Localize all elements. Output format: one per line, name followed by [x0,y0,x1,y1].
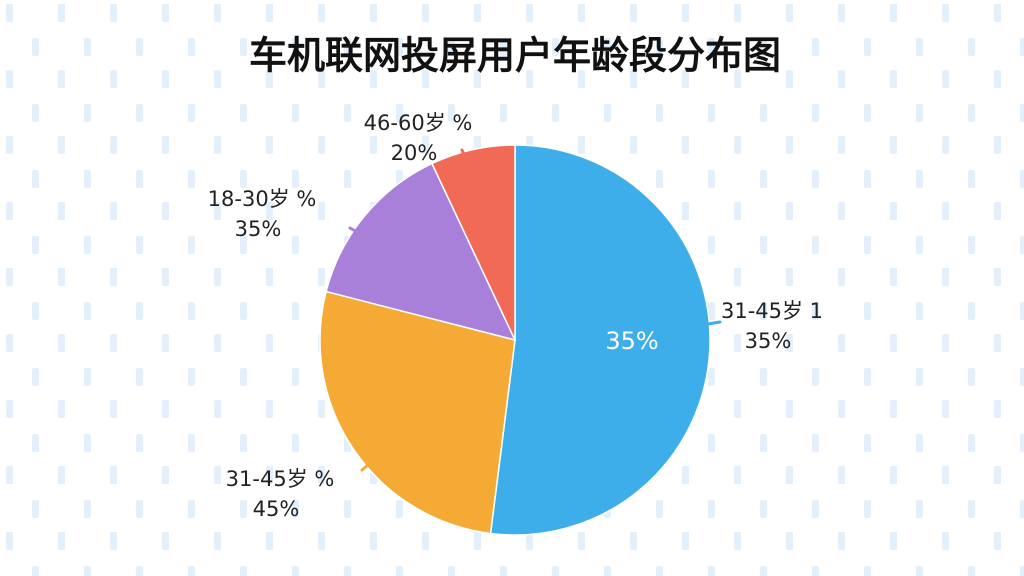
pie-slice [319,290,516,535]
pie-slice [489,144,711,536]
slice-label: 35% [235,217,282,241]
pie-slice [325,162,517,342]
leader-line [360,453,382,472]
chart-title: 车机联网投屏用户年龄段分布图 [249,34,781,78]
slice-label: 20% [391,141,438,165]
inner-label: 35% [605,327,658,355]
pie-slice [430,144,516,341]
leader-line [348,226,377,244]
slice-name: 18-30岁 % [208,187,317,211]
slice-name: 46-60岁 % [364,111,473,135]
slice-name: 31-45岁 1 [721,299,823,323]
leader-line [688,320,722,329]
leader-line [460,148,472,170]
slice-name: 31-45岁 % [226,467,335,491]
slice-label: 35% [745,329,792,353]
slice-label: 45% [253,497,300,521]
